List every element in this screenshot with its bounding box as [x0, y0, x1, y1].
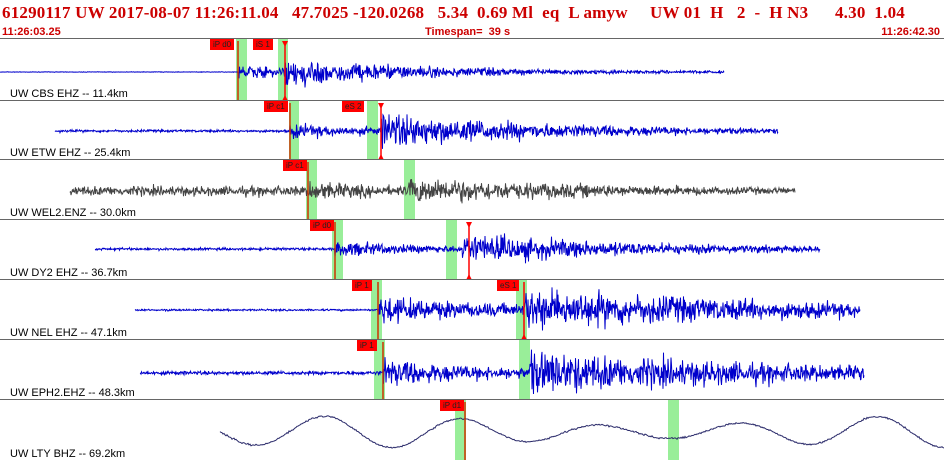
pick-marker [378, 154, 384, 159]
p-window [306, 160, 317, 219]
s-pick-flag[interactable]: iS 1 [253, 39, 273, 50]
waveform [134, 287, 861, 331]
trace-canvas [139, 340, 865, 399]
waveform [219, 415, 944, 449]
trace-panel-etw[interactable]: iP c1 eS 2 UW ETW EHZ -- 25.4km [0, 100, 944, 159]
p-window [374, 340, 385, 399]
trace-panel-wel2[interactable]: iP c1 UW WEL2.ENZ -- 30.0km [0, 159, 944, 219]
trace-canvas [0, 39, 725, 100]
station-label: UW CBS EHZ -- 11.4km [10, 88, 128, 100]
s-window [668, 400, 679, 460]
end-time: 11:26:42.30 [881, 26, 940, 38]
trace-canvas [94, 220, 821, 279]
pick-marker [378, 103, 384, 109]
pick-marker [282, 95, 288, 100]
p-pick-flag[interactable]: iP d0 [210, 39, 235, 50]
station-label: UW WEL2.ENZ -- 30.0km [10, 207, 136, 219]
p-window [289, 101, 299, 159]
trace-panel-nel[interactable]: iP 1 eS 1 UW NEL EHZ -- 47.1km [0, 279, 944, 339]
s-pick-flag[interactable]: eS 2 [342, 101, 365, 112]
pick-marker [282, 41, 288, 47]
trace-panel-dy2[interactable]: iP d0 UW DY2 EHZ -- 36.7km [0, 219, 944, 279]
station-label: UW EPH2.EHZ -- 48.3km [10, 387, 135, 399]
station-label: UW NEL EHZ -- 47.1km [10, 327, 127, 339]
p-pick-flag[interactable]: iP c1 [283, 160, 307, 171]
p-pick-flag[interactable]: iP 1 [357, 340, 377, 351]
waveform [69, 179, 796, 204]
s-pick-flag[interactable]: eS 1 [497, 280, 520, 291]
station-label: UW LTY BHZ -- 69.2km [10, 448, 126, 460]
p-pick-flag[interactable]: iP c1 [264, 101, 288, 112]
waveform [54, 113, 779, 149]
trace-canvas [219, 400, 944, 460]
trace-panel-cbs[interactable]: iP d0 iS 1 UW CBS EHZ -- 11.4km [0, 38, 944, 100]
pick-marker [466, 222, 472, 228]
s-window [519, 340, 530, 399]
timespan-label: Timespan= 39 s [425, 26, 511, 38]
p-pick-flag[interactable]: iP d1 [440, 400, 465, 411]
trace-canvas [54, 101, 779, 159]
p-pick-flag[interactable]: iP 1 [352, 280, 372, 291]
pick-marker [521, 334, 527, 339]
header-bar: 61290117 UW 2017-08-07 11:26:11.04 47.70… [0, 0, 944, 38]
station-label: UW ETW EHZ -- 25.4km [10, 147, 131, 159]
event-title: 61290117 UW 2017-08-07 11:26:11.04 47.70… [2, 3, 905, 22]
trace-panel-eph2[interactable]: iP 1 UW EPH2.EHZ -- 48.3km [0, 339, 944, 399]
pick-marker [466, 274, 472, 279]
trace-panel-lty[interactable]: iP d1 UW LTY BHZ -- 69.2km [0, 399, 944, 460]
start-time: 11:26:03.25 [2, 26, 61, 38]
waveform [94, 233, 821, 264]
p-pick-flag[interactable]: iP d0 [310, 220, 335, 231]
waveform [139, 349, 865, 395]
trace-canvas [134, 280, 861, 339]
p-window [455, 400, 466, 460]
trace-canvas [69, 160, 796, 219]
waveform [0, 61, 725, 88]
station-label: UW DY2 EHZ -- 36.7km [10, 267, 128, 279]
